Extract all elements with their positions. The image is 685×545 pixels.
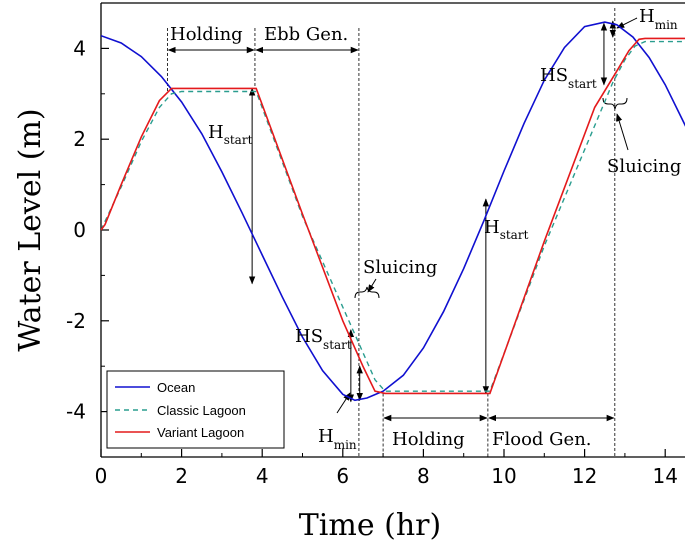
tick-labels: 0 2 4 6 8 10 12 14 -4 -2 0 2 4	[66, 36, 678, 488]
annotation-guides	[167, 8, 638, 457]
x-tick-label: 4	[256, 464, 269, 488]
axis-ticks	[100, 47, 666, 458]
x-tick-label: 2	[175, 464, 188, 488]
label-h-start-2: Hstart	[484, 217, 529, 242]
label-hs-start-1: HSstart	[295, 326, 352, 352]
x-tick-label: 6	[336, 464, 349, 488]
annotations: Holding Ebb Gen. Hstart Sluicing HSstart…	[170, 6, 681, 452]
series-line-ocean	[101, 21, 685, 402]
x-tick-label: 12	[572, 464, 597, 488]
y-tick-label: -4	[66, 400, 86, 424]
label-hs-start-2: HSstart	[540, 65, 597, 91]
y-tick-label: -2	[66, 309, 86, 333]
legend: Ocean Classic Lagoon Variant Lagoon	[106, 370, 285, 449]
y-axis-title: Water Level (m)	[13, 108, 48, 351]
sluicing-brace	[602, 97, 628, 110]
legend-label-ocean: Ocean	[157, 380, 195, 395]
sluicing-pointer	[616, 113, 629, 151]
label-h-min-1: Hmin	[318, 426, 357, 452]
label-flood-gen: Flood Gen.	[492, 429, 592, 450]
sluicing-brace	[354, 286, 380, 299]
label-holding-ebb: Holding	[170, 24, 243, 45]
y-tick-label: 2	[73, 127, 86, 151]
label-ebb-gen: Ebb Gen.	[264, 24, 348, 45]
x-axis-title: Time (hr)	[299, 508, 441, 543]
h-min-pointer	[336, 392, 351, 414]
legend-label-variant-lagoon: Variant Lagoon	[157, 425, 244, 440]
x-tick-label: 0	[95, 464, 108, 488]
legend-label-classic-lagoon: Classic Lagoon	[157, 403, 246, 418]
series-line-variant-lagoon	[101, 37, 685, 395]
label-h-min-2: Hmin	[639, 6, 678, 32]
series-lines	[101, 21, 685, 402]
label-holding-flood: Holding	[392, 429, 465, 450]
y-tick-label: 4	[73, 36, 86, 60]
label-sluicing-2: Sluicing	[607, 156, 681, 177]
label-sluicing-1: Sluicing	[363, 257, 437, 278]
series-line-classic-lagoon	[101, 40, 685, 392]
x-tick-label: 10	[491, 464, 516, 488]
x-tick-label: 14	[652, 464, 677, 488]
y-tick-label: 0	[73, 218, 86, 242]
h-min-pointer	[616, 17, 638, 29]
label-h-start-1: Hstart	[208, 122, 253, 147]
sluicing-pointer	[367, 278, 377, 293]
x-tick-label: 8	[417, 464, 430, 488]
